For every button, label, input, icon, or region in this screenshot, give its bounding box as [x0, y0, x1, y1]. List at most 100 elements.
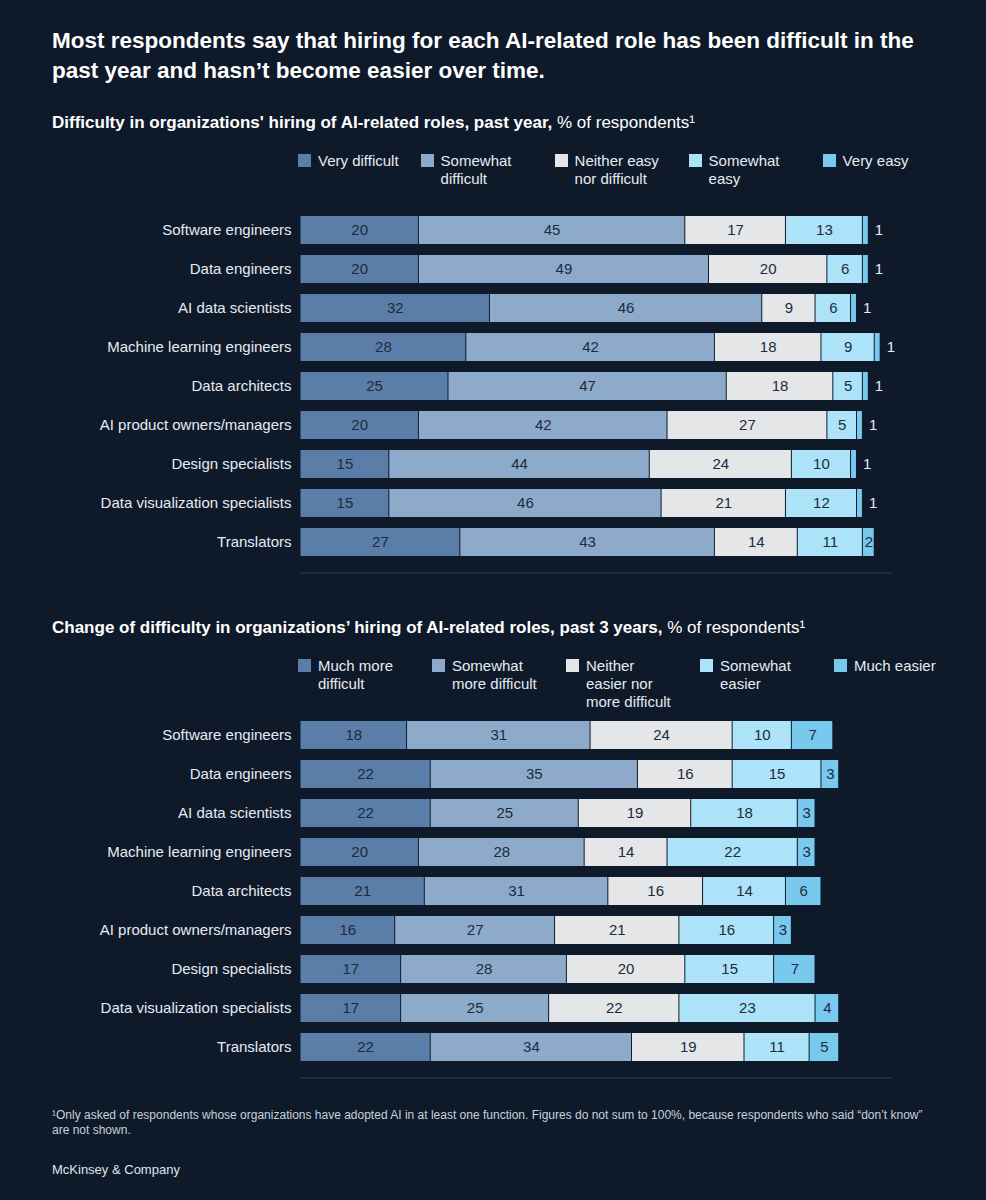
svg-text:47: 47	[579, 377, 596, 394]
svg-text:12: 12	[813, 494, 830, 511]
svg-text:25: 25	[496, 804, 513, 821]
svg-text:20: 20	[760, 260, 777, 277]
svg-text:49: 49	[556, 260, 573, 277]
svg-text:1: 1	[875, 221, 883, 238]
svg-text:31: 31	[490, 726, 507, 743]
svg-text:17: 17	[342, 960, 359, 977]
svg-text:42: 42	[582, 338, 599, 355]
svg-text:5: 5	[820, 1038, 828, 1055]
svg-text:20: 20	[351, 416, 368, 433]
svg-text:11: 11	[769, 1038, 785, 1055]
svg-text:17: 17	[342, 999, 359, 1016]
svg-text:16: 16	[647, 882, 664, 899]
svg-text:15: 15	[769, 765, 786, 782]
svg-text:Translators: Translators	[217, 1038, 291, 1055]
svg-text:Data engineers: Data engineers	[190, 765, 292, 782]
svg-text:25: 25	[366, 377, 383, 394]
svg-text:31: 31	[508, 882, 525, 899]
svg-text:15: 15	[721, 960, 738, 977]
svg-text:20: 20	[351, 221, 368, 238]
svg-text:45: 45	[544, 221, 561, 238]
svg-text:15: 15	[337, 494, 354, 511]
svg-text:16: 16	[677, 765, 694, 782]
svg-text:AI product owners/managers: AI product owners/managers	[100, 416, 292, 433]
svg-text:1: 1	[869, 416, 877, 433]
svg-text:16: 16	[718, 921, 735, 938]
svg-text:22: 22	[357, 765, 374, 782]
svg-text:23: 23	[739, 999, 756, 1016]
svg-text:46: 46	[517, 494, 534, 511]
svg-text:Data engineers: Data engineers	[190, 260, 292, 277]
svg-text:6: 6	[841, 260, 849, 277]
svg-text:27: 27	[372, 533, 389, 550]
svg-text:1: 1	[887, 338, 895, 355]
svg-text:28: 28	[375, 338, 392, 355]
svg-text:43: 43	[579, 533, 596, 550]
svg-text:4: 4	[823, 999, 831, 1016]
svg-text:Software engineers: Software engineers	[162, 726, 291, 743]
svg-text:28: 28	[476, 960, 493, 977]
svg-text:6: 6	[829, 299, 837, 316]
svg-text:46: 46	[618, 299, 635, 316]
svg-text:22: 22	[606, 999, 623, 1016]
svg-text:17: 17	[727, 221, 744, 238]
svg-text:1: 1	[863, 299, 871, 316]
svg-text:1: 1	[869, 494, 877, 511]
svg-text:15: 15	[337, 455, 354, 472]
svg-text:20: 20	[351, 843, 368, 860]
svg-text:AI data scientists: AI data scientists	[178, 804, 291, 821]
svg-text:18: 18	[760, 338, 777, 355]
svg-text:3: 3	[802, 843, 810, 860]
svg-text:25: 25	[467, 999, 484, 1016]
svg-text:19: 19	[627, 804, 644, 821]
svg-text:14: 14	[748, 533, 765, 550]
svg-text:Machine learning engineers: Machine learning engineers	[107, 338, 291, 355]
svg-text:AI product owners/managers: AI product owners/managers	[100, 921, 292, 938]
svg-text:14: 14	[618, 843, 635, 860]
svg-text:3: 3	[802, 804, 810, 821]
svg-text:6: 6	[800, 882, 808, 899]
svg-text:11: 11	[823, 533, 839, 550]
svg-text:1: 1	[875, 377, 883, 394]
svg-text:22: 22	[357, 1038, 374, 1055]
svg-text:2: 2	[865, 533, 873, 550]
svg-text:24: 24	[653, 726, 670, 743]
svg-text:Translators: Translators	[217, 533, 291, 550]
svg-text:AI data scientists: AI data scientists	[178, 299, 291, 316]
svg-text:21: 21	[609, 921, 626, 938]
svg-text:34: 34	[523, 1038, 540, 1055]
svg-text:10: 10	[813, 455, 830, 472]
svg-text:27: 27	[467, 921, 484, 938]
svg-text:13: 13	[816, 221, 833, 238]
svg-text:Data architects: Data architects	[191, 882, 291, 899]
svg-text:Data architects: Data architects	[191, 377, 291, 394]
svg-text:22: 22	[357, 804, 374, 821]
svg-text:3: 3	[779, 921, 787, 938]
svg-text:Data visualization specialists: Data visualization specialists	[101, 494, 292, 511]
svg-text:20: 20	[618, 960, 635, 977]
svg-text:20: 20	[351, 260, 368, 277]
svg-text:16: 16	[340, 921, 357, 938]
svg-text:Machine learning engineers: Machine learning engineers	[107, 843, 291, 860]
svg-text:3: 3	[826, 765, 834, 782]
svg-text:7: 7	[808, 726, 816, 743]
svg-text:5: 5	[844, 377, 852, 394]
svg-text:21: 21	[354, 882, 371, 899]
svg-text:21: 21	[715, 494, 732, 511]
svg-text:32: 32	[387, 299, 404, 316]
svg-text:28: 28	[493, 843, 510, 860]
svg-text:22: 22	[724, 843, 741, 860]
svg-text:18: 18	[345, 726, 362, 743]
svg-text:9: 9	[785, 299, 793, 316]
svg-text:7: 7	[791, 960, 799, 977]
svg-text:24: 24	[712, 455, 729, 472]
svg-text:5: 5	[838, 416, 846, 433]
svg-text:Design specialists: Design specialists	[171, 960, 291, 977]
svg-text:19: 19	[680, 1038, 697, 1055]
svg-text:Design specialists: Design specialists	[171, 455, 291, 472]
svg-text:10: 10	[754, 726, 771, 743]
svg-text:Software engineers: Software engineers	[162, 221, 291, 238]
svg-text:1: 1	[863, 455, 871, 472]
svg-text:14: 14	[736, 882, 753, 899]
svg-text:18: 18	[772, 377, 789, 394]
